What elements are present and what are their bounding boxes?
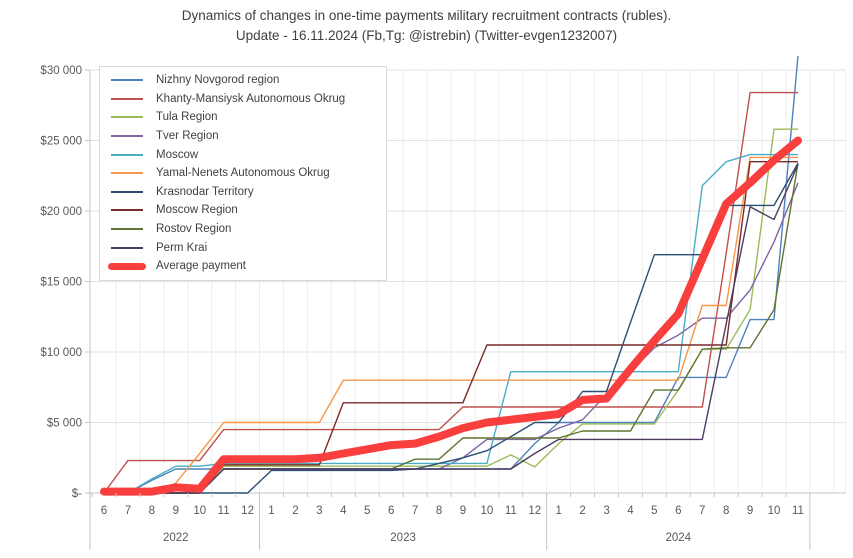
y-axis-label: $30 000	[40, 65, 82, 77]
x-axis-month-label: 12	[241, 505, 254, 517]
legend-color-line	[111, 135, 143, 138]
legend-label: Nizhny Novgorod region	[156, 74, 280, 87]
legend-color-line	[111, 172, 143, 175]
x-axis-month-label: 6	[101, 505, 107, 517]
legend-color-line	[108, 262, 146, 270]
x-axis-month-label: 10	[480, 505, 493, 517]
legend-line-swatch	[100, 209, 154, 212]
legend-label: Tver Region	[156, 130, 219, 143]
legend-color-line	[111, 116, 143, 119]
legend-line-swatch	[100, 135, 154, 138]
legend-line-swatch	[100, 116, 154, 119]
x-axis-month-label: 3	[316, 505, 322, 517]
x-axis-month-label: 5	[651, 505, 657, 517]
x-axis-month-label: 9	[173, 505, 179, 517]
legend-line-swatch	[100, 172, 154, 175]
x-axis-month-label: 6	[675, 505, 681, 517]
y-axis-label: $5 000	[47, 418, 82, 430]
series-line-krasnodar-territory	[104, 162, 799, 494]
x-axis-month-label: 9	[747, 505, 753, 517]
legend-item: Tver Region	[100, 127, 386, 146]
legend-color-line	[111, 97, 143, 100]
x-axis-month-label: 10	[193, 505, 206, 517]
series-line-average-payment	[100, 136, 802, 496]
x-axis-month-label: 8	[149, 505, 155, 517]
legend-item: Yamal-Nenets Autonomous Okrug	[100, 164, 386, 183]
legend-line-swatch	[100, 153, 154, 156]
series-line-khanty-mansiysk-autonomous-okrug	[103, 91, 798, 494]
legend-color-line	[111, 228, 143, 231]
y-axis-label: $20 000	[40, 206, 82, 218]
legend-item: Nizhny Novgorod region	[100, 71, 386, 90]
x-axis-month-label: 7	[412, 505, 418, 517]
chart-title-line1: Dynamics of changes in one-time payments…	[181, 8, 672, 23]
x-axis-month-label: 6	[388, 505, 394, 517]
x-axis-month-label: 11	[218, 505, 230, 517]
y-axis-label: $10 000	[40, 347, 82, 359]
legend-color-line	[111, 209, 143, 212]
legend-color-line	[111, 153, 143, 156]
chart-title-line2: Update - 16.11.2024 (Fb,Tg: @istrebin) (…	[235, 28, 618, 43]
legend-label: Average payment	[156, 260, 246, 273]
legend-item: Khanty-Mansiysk Autonomous Okrug	[100, 90, 386, 109]
legend-thick-line-swatch	[100, 262, 154, 270]
x-axis-month-label: 8	[436, 505, 442, 517]
x-axis-month-label: 5	[364, 505, 370, 517]
legend-label: Tula Region	[156, 111, 218, 124]
legend-item: Moscow	[100, 145, 386, 164]
legend-color-line	[111, 190, 143, 193]
x-axis-month-label: 2	[292, 505, 298, 517]
x-axis-month-label: 7	[699, 505, 705, 517]
chart-legend: Nizhny Novgorod region Khanty-Mansiysk Au…	[99, 66, 387, 281]
legend-line-swatch	[100, 228, 154, 231]
legend-line-swatch	[100, 97, 154, 100]
y-axis-label: $15 000	[40, 277, 82, 289]
legend-label: Rostov Region	[156, 223, 232, 236]
x-axis-month-label: 4	[627, 505, 634, 517]
x-axis-month-label: 10	[768, 505, 781, 517]
legend-color-line	[111, 246, 143, 249]
legend-item: Perm Krai	[100, 238, 386, 257]
x-axis-month-label: 3	[603, 505, 609, 517]
legend-line-swatch	[100, 190, 154, 193]
x-axis-year-label: 2022	[163, 532, 189, 544]
x-axis-year-label: 2024	[665, 532, 691, 544]
legend-label: Perm Krai	[156, 241, 208, 254]
x-axis-month-label: 7	[125, 505, 131, 517]
legend-line-swatch	[100, 246, 154, 249]
y-axis-label: $-	[72, 488, 82, 500]
x-axis-month-label: 1	[268, 505, 274, 517]
x-axis-month-label: 12	[528, 505, 541, 517]
legend-label: Krasnodar Territory	[156, 185, 254, 198]
legend-label: Moscow	[156, 148, 199, 161]
series-line-perm-krai	[104, 164, 799, 494]
legend-label: Khanty-Mansiysk Autonomous Okrug	[156, 92, 346, 105]
legend-line-swatch	[100, 79, 154, 82]
legend-item: Moscow Region	[100, 201, 386, 220]
x-axis-month-label: 11	[792, 505, 804, 517]
x-axis-month-label: 11	[505, 505, 517, 517]
x-axis-month-label: 9	[460, 505, 466, 517]
legend-item: Rostov Region	[100, 220, 386, 239]
legend-item: Krasnodar Territory	[100, 183, 386, 202]
legend-item: Tula Region	[100, 108, 386, 127]
x-axis-month-label: 8	[723, 505, 729, 517]
y-axis-label: $25 000	[40, 136, 82, 148]
x-axis-month-label: 4	[340, 505, 347, 517]
x-axis-month-label: 1	[555, 505, 561, 517]
legend-color-line	[111, 79, 143, 82]
x-axis-month-label: 2	[579, 505, 585, 517]
legend-label: Moscow Region	[156, 204, 238, 217]
chart-title: Dynamics of changes in one-time payments…	[0, 6, 853, 46]
legend-item: Average payment	[100, 257, 386, 276]
legend-label: Yamal-Nenets Autonomous Okrug	[156, 167, 330, 180]
series-line-yamal-nenets-autonomous-okrug	[104, 156, 798, 494]
x-axis-year-label: 2023	[390, 532, 416, 544]
